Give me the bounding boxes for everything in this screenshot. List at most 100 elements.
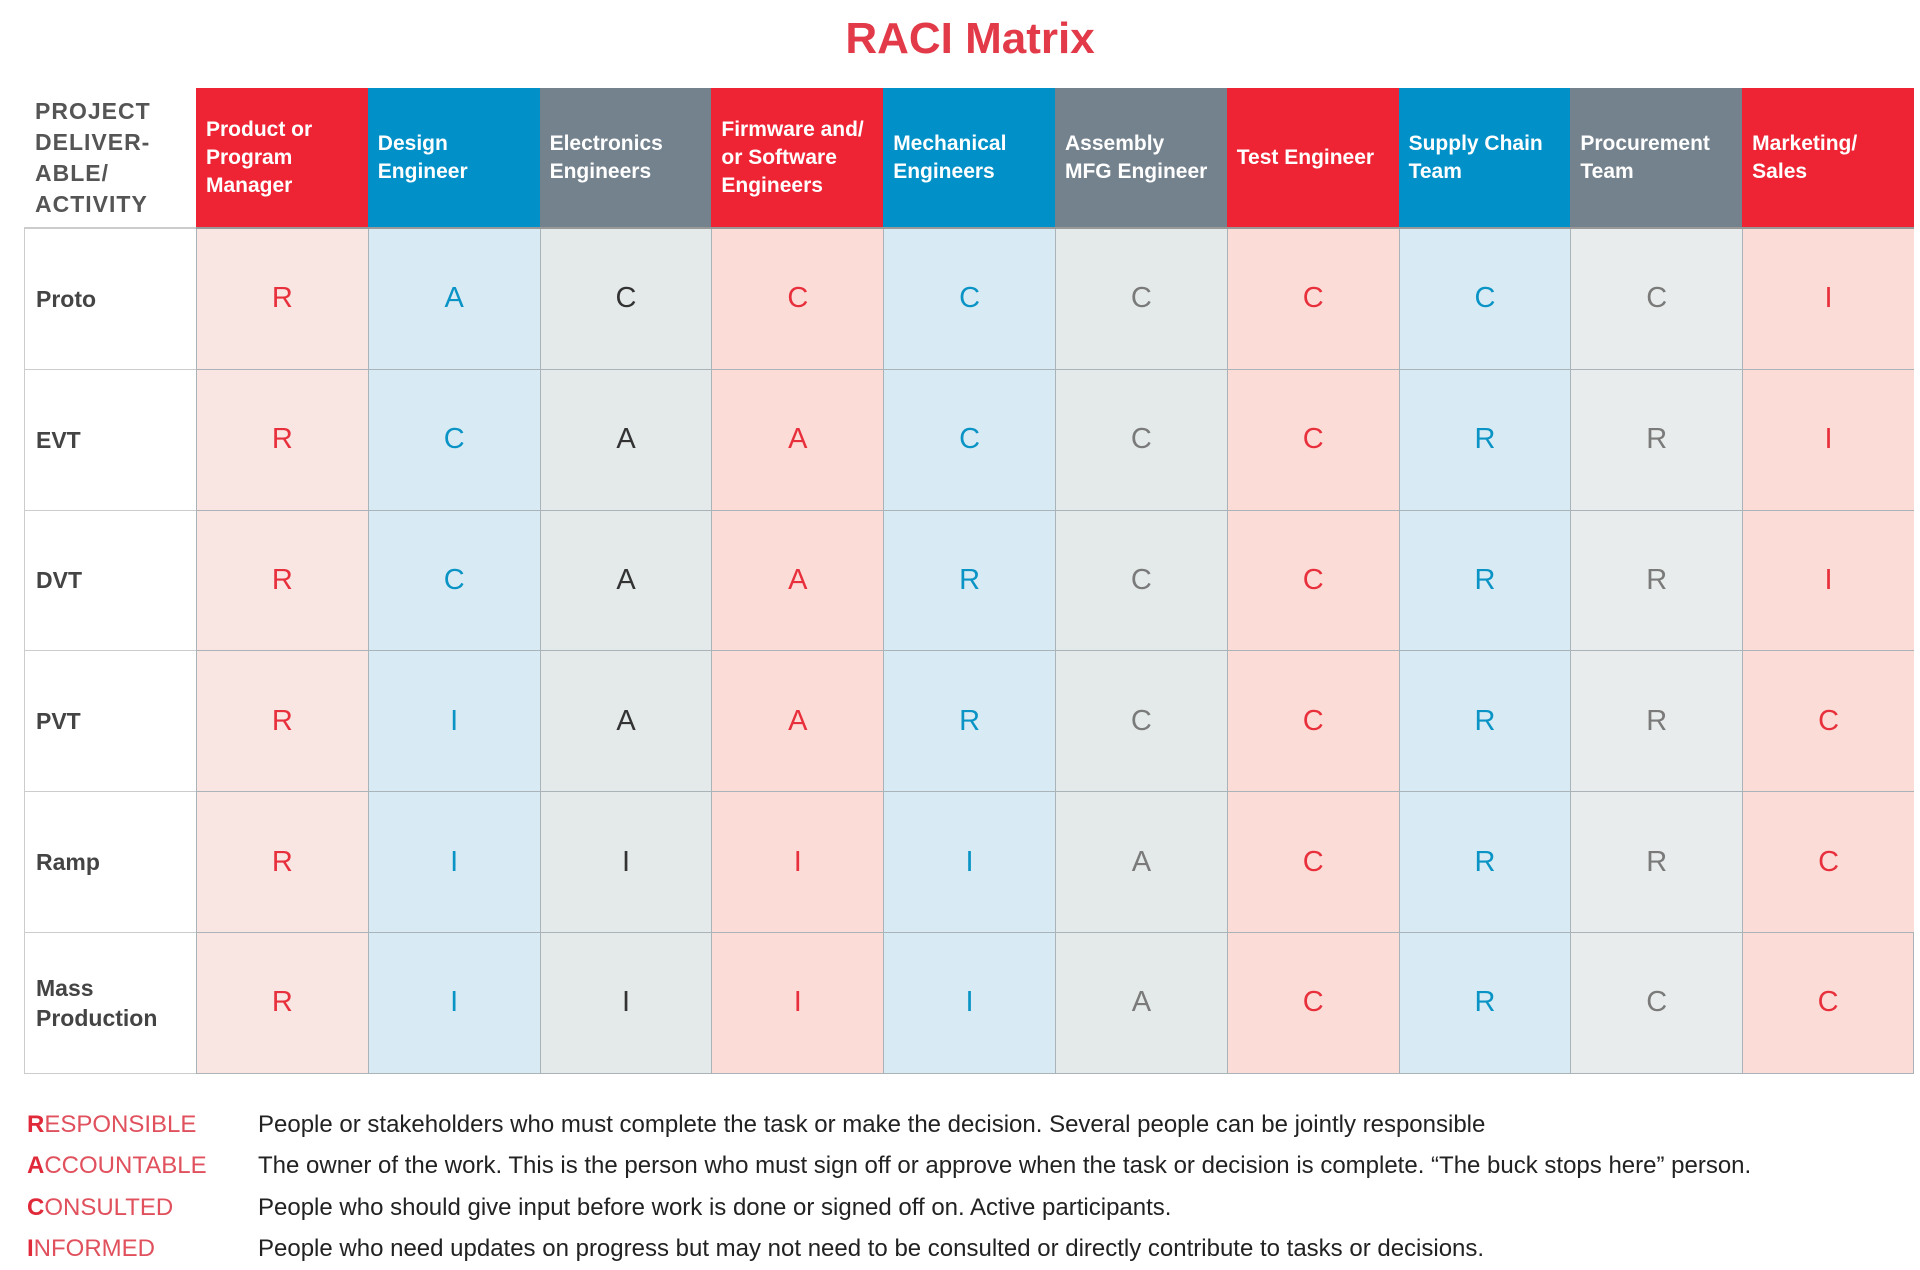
raci-cell: A: [711, 510, 884, 652]
raci-cell: I: [367, 651, 540, 793]
raci-cell: C: [711, 229, 884, 370]
raci-cell: C: [1742, 651, 1914, 793]
page-title: RACI Matrix: [845, 14, 1095, 63]
legend-initial: R: [27, 1110, 45, 1138]
legend-description: The owner of the work. This is the perso…: [258, 1152, 1752, 1180]
column-header: Design Engineer: [367, 88, 540, 229]
row-label: Ramp: [24, 792, 196, 933]
raci-cell: I: [1742, 229, 1914, 370]
raci-cell: C: [1742, 932, 1914, 1074]
raci-cell: I: [883, 792, 1055, 933]
legend-term: CONSULTED: [27, 1194, 258, 1222]
legend-description: People who need updates on progress but …: [258, 1235, 1485, 1263]
row-label: EVT: [24, 369, 196, 511]
raci-cell: C: [1054, 510, 1227, 652]
raci-cell: C: [1226, 229, 1399, 370]
raci-cell: R: [1570, 651, 1743, 793]
raci-cell: R: [196, 510, 368, 652]
raci-cell: A: [711, 651, 884, 793]
raci-cell: A: [539, 510, 712, 652]
raci-cell: C: [539, 229, 712, 370]
raci-cell: R: [1570, 510, 1743, 652]
legend-term: RESPONSIBLE: [27, 1111, 258, 1139]
raci-cell: I: [883, 932, 1055, 1074]
legend-item: CONSULTED People who should give input be…: [27, 1187, 1751, 1229]
raci-cell: A: [367, 229, 540, 370]
legend-description: People or stakeholders who must complete…: [258, 1110, 1486, 1138]
raci-cell: I: [539, 792, 712, 933]
raci-cell: R: [196, 651, 368, 793]
raci-cell: I: [367, 792, 540, 933]
legend-item: INFORMED People who need updates on progr…: [27, 1229, 1751, 1270]
raci-cell: C: [1570, 932, 1743, 1074]
raci-cell: R: [196, 792, 368, 933]
raci-cell: I: [711, 932, 884, 1074]
row-label: Proto: [24, 229, 196, 370]
raci-cell: C: [1226, 792, 1399, 933]
raci-cell: R: [1398, 932, 1571, 1074]
column-header: Electronics Engineers: [539, 88, 712, 229]
raci-cell: R: [1570, 792, 1743, 933]
row-label: DVT: [24, 510, 196, 652]
legend-term-rest: ONSULTED: [44, 1193, 174, 1221]
raci-cell: A: [1054, 792, 1227, 933]
legend-term-rest: CCOUNTABLE: [44, 1152, 207, 1180]
column-header: Assembly MFG Engineer: [1054, 88, 1227, 229]
raci-cell: I: [539, 932, 712, 1074]
raci-cell: A: [539, 651, 712, 793]
raci-cell: R: [196, 932, 368, 1074]
raci-cell: A: [711, 369, 884, 511]
raci-cell: R: [1398, 651, 1571, 793]
row-label: Mass Production: [24, 932, 196, 1074]
column-header: Supply Chain Team: [1398, 88, 1571, 229]
column-header: Procurement Team: [1570, 88, 1743, 229]
raci-cell: C: [1054, 369, 1227, 511]
raci-cell: R: [1570, 369, 1743, 511]
raci-cell: C: [883, 229, 1055, 370]
legend-term: INFORMED: [27, 1235, 258, 1263]
legend-item: RESPONSIBLE People or stakeholders who mu…: [27, 1104, 1751, 1146]
legend-term: ACCOUNTABLE: [27, 1152, 258, 1180]
raci-cell: I: [1742, 510, 1914, 652]
column-header: Mechanical Engineers: [883, 88, 1055, 229]
raci-cell: C: [1226, 369, 1399, 511]
raci-cell: C: [1226, 932, 1399, 1074]
legend-term-rest: ESPONSIBLE: [44, 1110, 197, 1138]
raci-cell: I: [711, 792, 884, 933]
row-label: PVT: [24, 651, 196, 793]
raci-cell: R: [883, 651, 1055, 793]
raci-cell: C: [367, 510, 540, 652]
raci-cell: C: [1054, 651, 1227, 793]
raci-cell: C: [367, 369, 540, 511]
column-header: Test Engineer: [1226, 88, 1399, 229]
legend-item: ACCOUNTABLE The owner of the work. This i…: [27, 1146, 1751, 1188]
raci-cell: A: [1054, 932, 1227, 1074]
raci-cell: I: [367, 932, 540, 1074]
legend: RESPONSIBLE People or stakeholders who mu…: [27, 1104, 1751, 1270]
raci-cell: R: [196, 369, 368, 511]
raci-cell: R: [196, 229, 368, 370]
legend-initial: I: [27, 1235, 34, 1263]
raci-cell: C: [1570, 229, 1743, 370]
raci-cell: R: [1398, 369, 1571, 511]
raci-cell: R: [1398, 510, 1571, 652]
raci-cell: C: [883, 369, 1055, 511]
corner-header: PROJECT DELIVER- ABLE/ ACTIVITY: [24, 88, 196, 229]
legend-initial: A: [27, 1152, 45, 1180]
raci-cell: R: [883, 510, 1055, 652]
raci-cell: I: [1742, 369, 1914, 511]
raci-cell: A: [539, 369, 712, 511]
column-header: Marketing/ Sales: [1742, 88, 1914, 229]
raci-cell: R: [1398, 792, 1571, 933]
raci-cell: C: [1226, 651, 1399, 793]
column-header: Product or Program Manager: [196, 88, 368, 229]
raci-cell: C: [1398, 229, 1571, 370]
raci-cell: C: [1054, 229, 1227, 370]
raci-cell: C: [1742, 792, 1914, 933]
legend-initial: C: [27, 1193, 45, 1221]
legend-term-rest: NFORMED: [33, 1235, 155, 1263]
raci-cell: C: [1226, 510, 1399, 652]
column-header: Firmware and/ or Software Engineers: [711, 88, 884, 229]
legend-description: People who should give input before work…: [258, 1193, 1172, 1221]
raci-table: PROJECT DELIVER- ABLE/ ACTIVITY Product …: [24, 88, 1914, 1074]
